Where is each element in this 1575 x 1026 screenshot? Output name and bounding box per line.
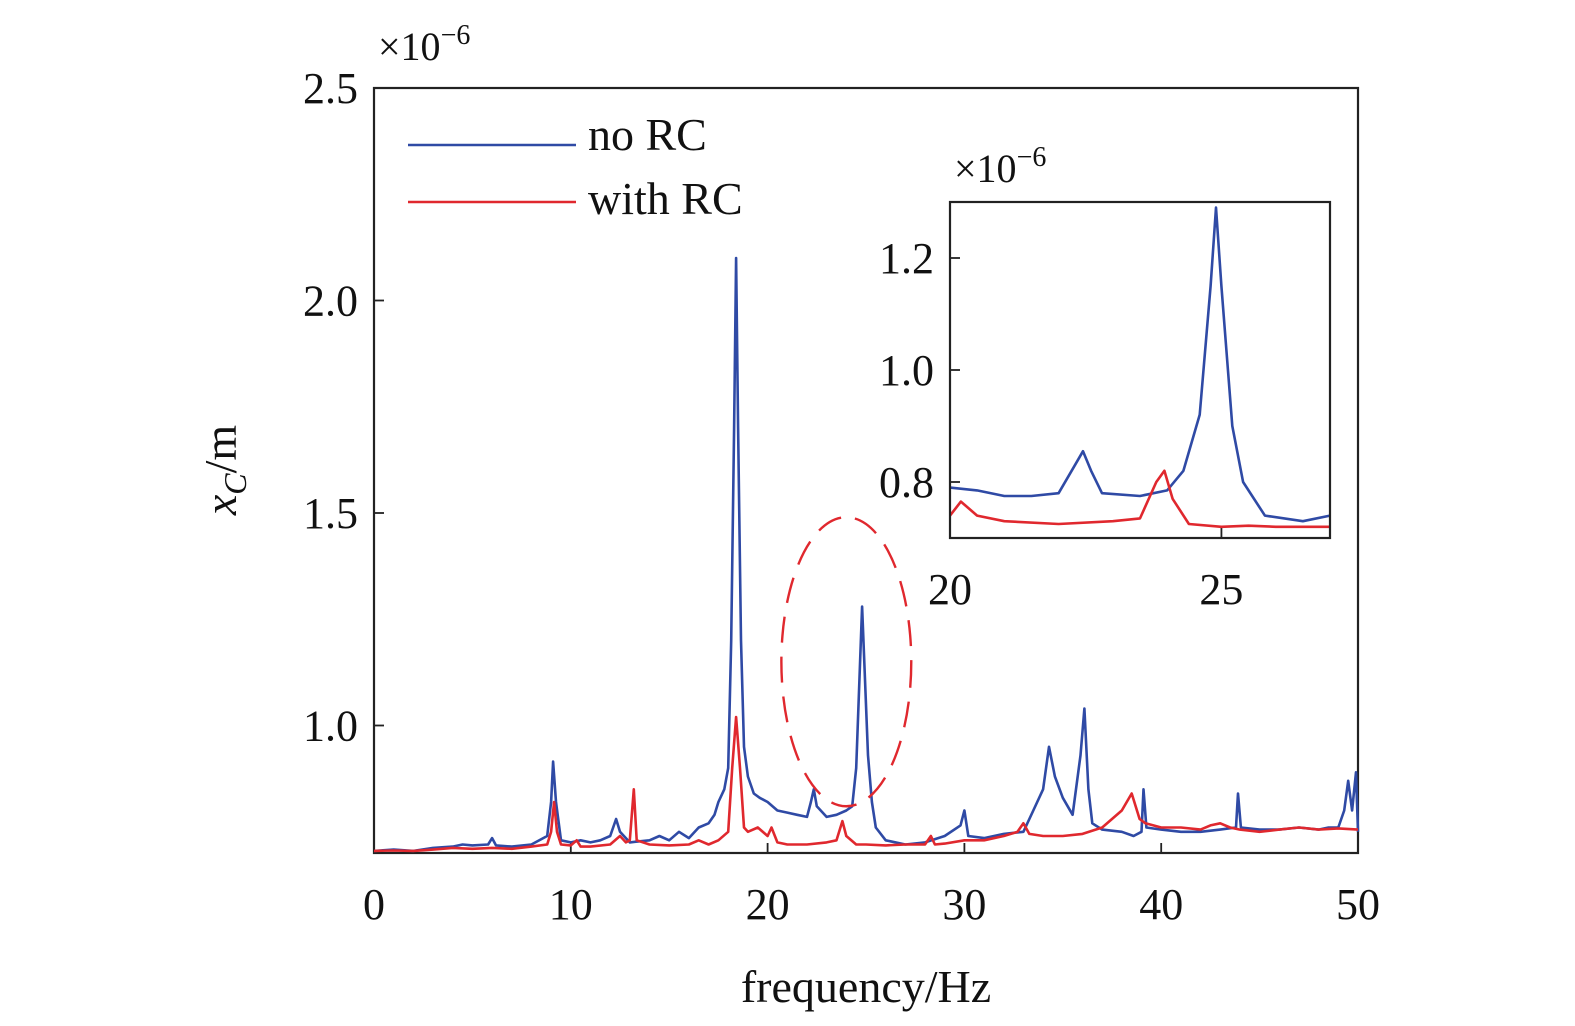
x-axis-title: frequency/Hz	[741, 961, 991, 1012]
y-axis-title: xC/m	[195, 425, 253, 517]
main-y-tick-label: 2.0	[303, 277, 358, 326]
main-x-tick-label: 20	[746, 880, 790, 929]
main-y-tick-label: 2.5	[303, 64, 358, 113]
inset-series-no-rc	[949, 206, 1331, 523]
main-x-tick-label: 50	[1336, 880, 1380, 929]
inset-plot-frame	[948, 200, 1332, 540]
inset-y-multiplier: ×10−6	[954, 142, 1046, 191]
main-series-group	[373, 256, 1360, 853]
main-x-tick-label: 0	[363, 880, 385, 929]
main-x-tick-label: 10	[549, 880, 593, 929]
main-y-ticks: 1.0 1.5 2.0 2.5	[303, 64, 384, 751]
inset-x-ticks: 20 25	[928, 528, 1243, 614]
inset-y-tick-label: 1.0	[879, 346, 934, 395]
inset-y-tick-label: 0.8	[879, 458, 934, 507]
inset-chart: ×10−6 20 25 0.81.01.2	[879, 142, 1332, 614]
legend: no RC with RC	[408, 109, 743, 224]
inset-x-tick-label: 25	[1199, 565, 1243, 614]
inset-series-group	[948, 206, 1331, 529]
highlight-ellipse	[780, 516, 913, 808]
legend-label-with-rc: with RC	[588, 173, 743, 224]
main-y-multiplier: ×10−6	[378, 20, 470, 69]
legend-label-no-rc: no RC	[588, 109, 707, 160]
inset-series-with-rc	[948, 469, 1330, 529]
main-y-tick-label: 1.5	[303, 489, 358, 538]
inset-x-tick-label: 20	[928, 565, 972, 614]
main-y-tick-label: 1.0	[303, 702, 358, 751]
main-plot-frame	[372, 86, 1360, 855]
inset-y-tick-label: 1.2	[879, 234, 934, 283]
main-x-tick-label: 40	[1139, 880, 1183, 929]
main-x-tick-label: 30	[942, 880, 986, 929]
inset-y-ticks: 0.8 1.0 1.2	[879, 234, 960, 507]
main-x-ticks: 0 10 20 30 40 50	[363, 843, 1380, 929]
main-series-with-rc	[373, 715, 1359, 853]
